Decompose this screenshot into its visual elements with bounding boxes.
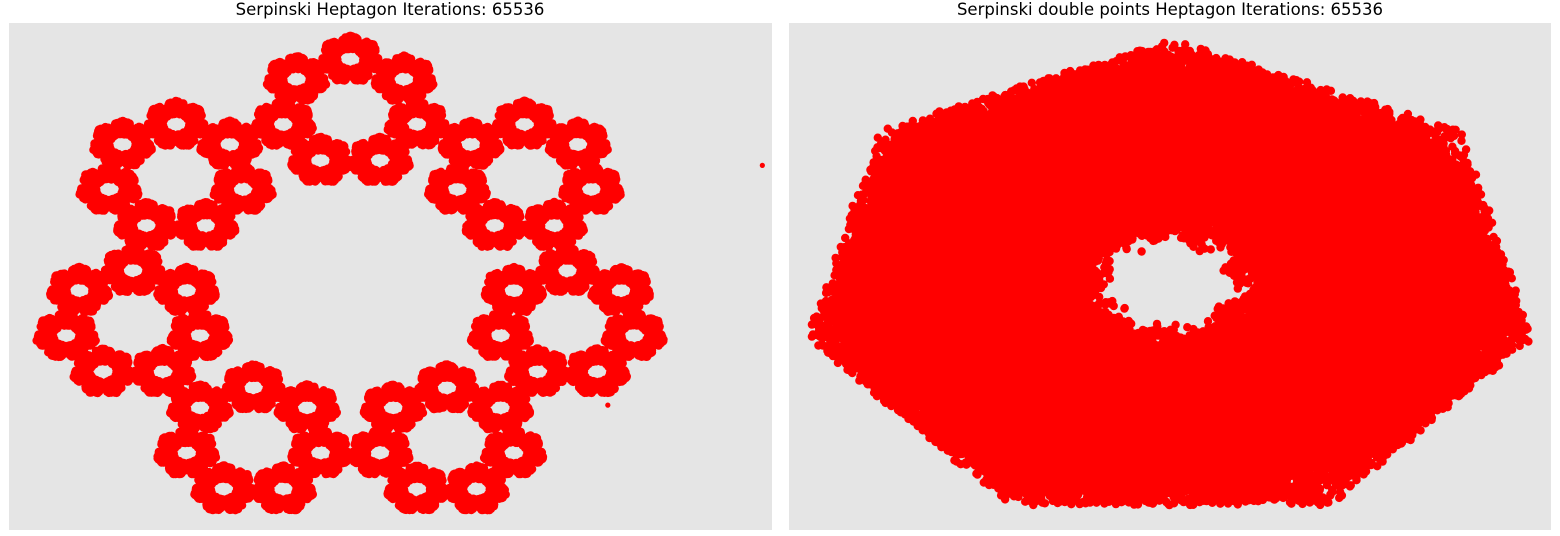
chart-panel-double-heptagon: Serpinski double points Heptagon Iterati… (780, 0, 1560, 536)
scatter-plot (9, 23, 772, 530)
stray-point (759, 162, 765, 168)
plot-area (789, 23, 1551, 530)
scatter-plot (789, 23, 1551, 530)
stray-point (605, 402, 611, 408)
chart-title: Serpinski Heptagon Iterations: 65536 (235, 0, 545, 19)
chart-panel-heptagon: Serpinski Heptagon Iterations: 65536 (9, 0, 772, 530)
chart-title: Serpinski double points Heptagon Iterati… (956, 0, 1384, 19)
plot-area (9, 23, 772, 530)
fractal-points (807, 38, 1533, 510)
fractal-points (32, 31, 668, 515)
